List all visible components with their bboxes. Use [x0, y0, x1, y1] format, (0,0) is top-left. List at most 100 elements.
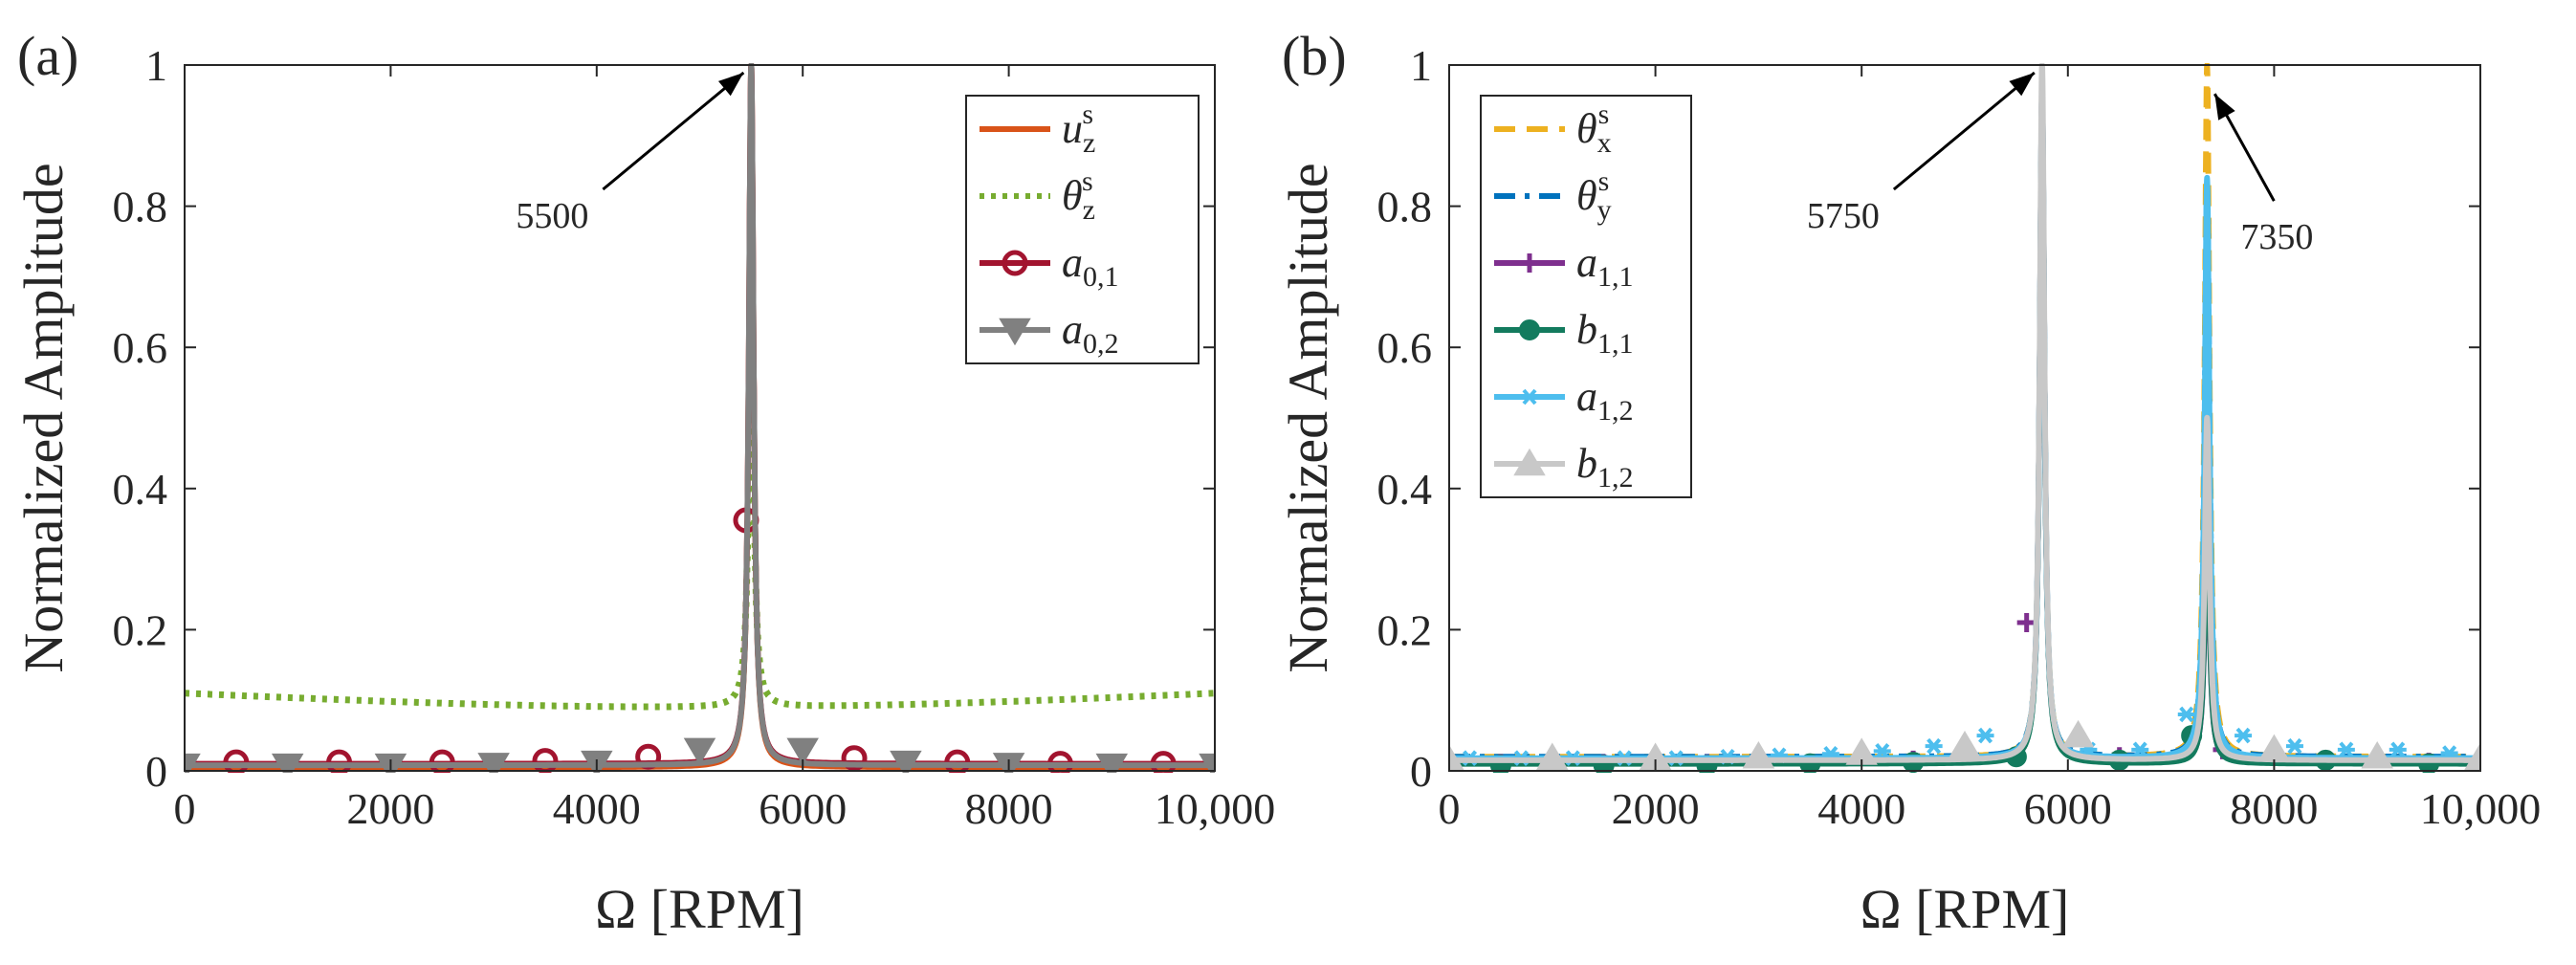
x-tick-label: 2000: [1612, 784, 1700, 833]
marker-b-1,2-3: [1742, 741, 1775, 769]
annotation-label: 5750: [1807, 196, 1880, 236]
marker-a-0,2-1: [271, 753, 304, 773]
legend-subscript: 1,2: [1597, 395, 1634, 427]
legend-entry-θ-z: θzs: [1062, 165, 1095, 226]
legend-symbol: θ: [1576, 105, 1597, 152]
y-tick-label: 0.8: [1377, 183, 1433, 231]
y-tick-label: 0.2: [1377, 605, 1433, 654]
legend-entry-θ-y: θys: [1576, 165, 1612, 226]
y-tick-label: 0.6: [1377, 323, 1433, 372]
chart-panel-b: 0 2000 4000 6000 8000 10,000 0 0.2 0.4 0.6 0.8 1 Ω […: [1277, 25, 2541, 940]
axes-box: [184, 64, 1216, 772]
legend-symbol: θ: [1062, 172, 1083, 219]
marker-a-0,1-6: [841, 745, 868, 772]
marker-b-1,2-9: [2464, 742, 2480, 770]
legend-marker-a-0,1: [1002, 250, 1028, 276]
x-axis-label: Ω [RPM]: [1860, 878, 2070, 940]
legend-entry-u-z: uzs: [1062, 99, 1095, 159]
y-tick-label: 0.4: [1377, 465, 1433, 514]
marker-a-0,2-7: [890, 750, 922, 773]
legend-marker-a-1,1: [1520, 253, 1539, 273]
x-axis-label: Ω [RPM]: [595, 878, 804, 940]
y-tick-label: 1: [1410, 41, 1432, 90]
y-tick-label: 0.6: [113, 323, 168, 372]
legend-symbol: a: [1576, 239, 1597, 286]
x-tick-label: 4000: [553, 784, 641, 833]
legend-marker-b-1,1: [1519, 319, 1540, 340]
y-tick-label: 1: [145, 41, 167, 90]
y-tick-label: 0: [1410, 747, 1432, 796]
legend-subscript: 1,1: [1597, 261, 1634, 293]
marker-a-1,2-17: [2389, 741, 2407, 758]
legend-entry-a-0,2: a0,2: [1062, 306, 1119, 360]
legend-superscript: s: [1598, 99, 1610, 130]
legend-subscript: x: [1597, 127, 1612, 159]
legend-subscript: z: [1083, 194, 1095, 226]
series-group: [1449, 63, 2480, 773]
y-axis-label: Normalized Amplitude: [1277, 163, 1339, 672]
legend-superscript: s: [1598, 165, 1610, 197]
marker-a-0,2-6: [786, 737, 819, 766]
x-tick-label: 2000: [346, 784, 434, 833]
series-line-a-0,2: [185, 63, 1215, 769]
marker-a-1,2-15: [2285, 737, 2303, 755]
x-tick-label: 0: [1439, 784, 1461, 833]
marker-a-1,2-8: [1873, 743, 1891, 759]
annotation-arrow-head: [717, 73, 744, 97]
marker-b-1,2-8: [2361, 741, 2393, 769]
legend-superscript: s: [1082, 165, 1093, 197]
legend-entry-a-1,2: a1,2: [1576, 373, 1634, 427]
marker-a-1,2-10: [1976, 727, 1994, 744]
marker-b-1,2-5: [1949, 730, 1981, 758]
legend-subscript: 1,2: [1597, 462, 1634, 493]
annotation-arrow-head: [2214, 94, 2235, 121]
legend-marker-b-1,2: [1513, 448, 1546, 476]
y-tick-label: 0.4: [113, 465, 168, 514]
series-group: [185, 63, 1215, 773]
legend-entry-b-1,2: b1,2: [1576, 440, 1634, 493]
legend-marker-a-1,2: [1521, 388, 1538, 406]
legend-superscript: s: [1082, 99, 1093, 130]
marker-a-0,2-3: [477, 753, 510, 773]
x-tick-label: 6000: [2024, 784, 2112, 833]
x-tick-label: 6000: [759, 784, 847, 833]
marker-a-0,2-9: [1095, 753, 1129, 773]
marker-a-1,2-9: [1925, 737, 1943, 755]
legend-subscript: z: [1083, 127, 1095, 159]
marker-a-1,2-12: [2131, 741, 2149, 758]
legend-symbol: a: [1576, 373, 1597, 420]
y-tick-label: 0.8: [113, 183, 168, 231]
x-tick-label: 10,000: [2420, 784, 2542, 833]
legend-subscript: 0,1: [1083, 261, 1119, 293]
chart-panel-a: 0 2000 4000 6000 8000 10,000 0 0.2 0.4 0.6 0.8 1 Ω […: [12, 25, 1275, 940]
legend-symbol: u: [1062, 105, 1083, 152]
annotation-arrow-line: [1892, 71, 2036, 191]
x-tick-label: 0: [174, 784, 196, 833]
marker-a-1,1-5: [2016, 613, 2037, 633]
legend-symbol: a: [1062, 239, 1083, 286]
marker-b-1,2-0: [1449, 744, 1465, 773]
legend-entry-a-0,1: a0,1: [1062, 239, 1119, 293]
marker-a-1,2-14: [2235, 727, 2253, 744]
annotation-arrow-line: [602, 71, 745, 191]
legend-symbol: a: [1062, 306, 1083, 353]
legend-marker-a-0,2: [999, 318, 1031, 346]
legend-entry-θ-x: θxs: [1576, 99, 1612, 159]
x-tick-label: 8000: [965, 784, 1053, 833]
annotation: 7350: [2213, 93, 2313, 257]
marker-b-1,2-1: [1536, 742, 1569, 770]
legend-subscript: 0,2: [1083, 328, 1119, 360]
annotation-arrow-head: [2009, 73, 2035, 97]
legend-symbol: b: [1576, 306, 1597, 353]
annotation-label: 5500: [516, 196, 588, 236]
axes-box: [1448, 64, 2481, 772]
legend-box: [1480, 95, 1692, 498]
y-axis-label: Normalized Amplitude: [12, 163, 75, 672]
legend-symbol: b: [1576, 440, 1597, 487]
marker-a-0,2-10: [1199, 753, 1215, 773]
panel-label: (b): [1282, 25, 1347, 87]
annotation-label: 7350: [2240, 217, 2313, 257]
